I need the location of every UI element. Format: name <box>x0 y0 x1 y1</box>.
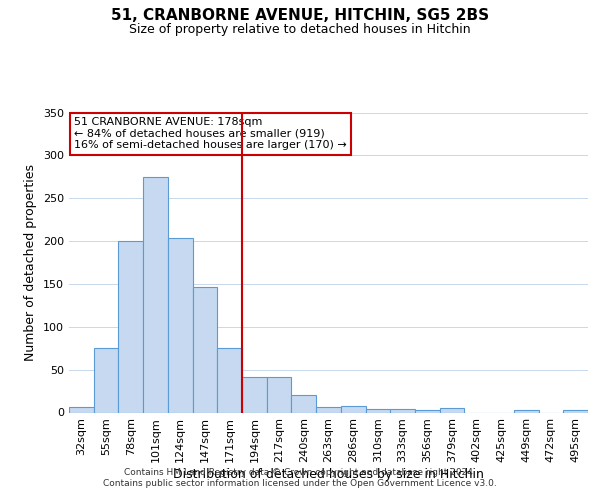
Bar <box>168 238 193 412</box>
Bar <box>390 409 415 412</box>
Bar <box>267 378 292 412</box>
Bar <box>563 410 588 412</box>
Bar <box>193 288 217 412</box>
Bar <box>143 177 168 412</box>
Text: Contains HM Land Registry data © Crown copyright and database right 2024.
Contai: Contains HM Land Registry data © Crown c… <box>103 468 497 487</box>
Bar <box>217 348 242 412</box>
Bar <box>316 408 341 412</box>
Bar <box>365 409 390 412</box>
Bar <box>440 408 464 412</box>
Bar <box>242 378 267 412</box>
Text: Size of property relative to detached houses in Hitchin: Size of property relative to detached ho… <box>129 22 471 36</box>
Bar <box>341 406 365 412</box>
Bar <box>118 241 143 412</box>
Bar <box>514 410 539 412</box>
Text: 51, CRANBORNE AVENUE, HITCHIN, SG5 2BS: 51, CRANBORNE AVENUE, HITCHIN, SG5 2BS <box>111 8 489 22</box>
X-axis label: Distribution of detached houses by size in Hitchin: Distribution of detached houses by size … <box>173 468 484 481</box>
Bar <box>415 410 440 412</box>
Y-axis label: Number of detached properties: Number of detached properties <box>25 164 37 361</box>
Bar <box>94 348 118 412</box>
Bar <box>292 396 316 412</box>
Text: 51 CRANBORNE AVENUE: 178sqm
← 84% of detached houses are smaller (919)
16% of se: 51 CRANBORNE AVENUE: 178sqm ← 84% of det… <box>74 117 347 150</box>
Bar <box>69 406 94 412</box>
